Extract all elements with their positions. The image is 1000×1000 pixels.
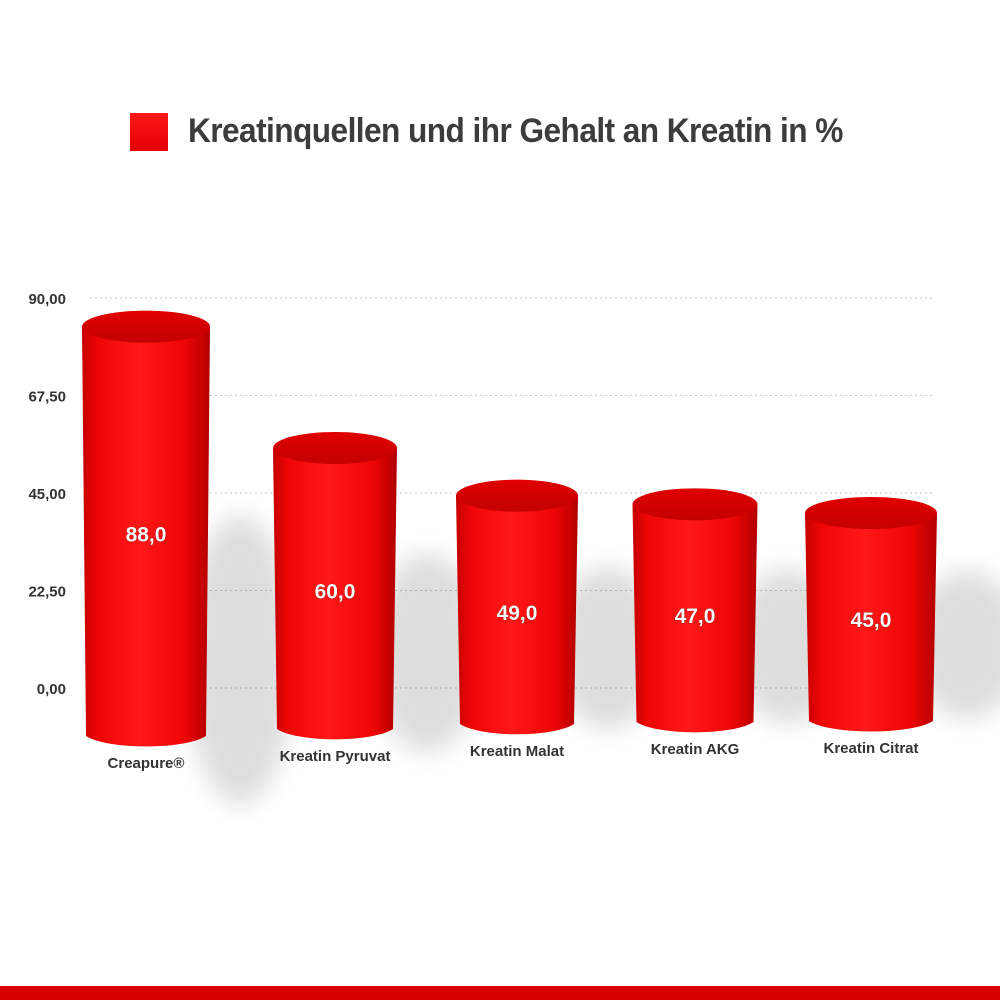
data-label: 49,0 bbox=[497, 602, 538, 625]
bar-body bbox=[632, 504, 758, 733]
legend-swatch bbox=[130, 112, 168, 151]
x-tick-label: Kreatin AKG bbox=[651, 741, 740, 758]
legend-label: Kreatinquellen und ihr Gehalt an Kreatin… bbox=[188, 112, 843, 150]
y-tick-label: 45,00 bbox=[28, 486, 66, 503]
bar bbox=[82, 310, 210, 747]
bar-top bbox=[273, 432, 397, 464]
bar-body bbox=[456, 495, 578, 735]
data-label: 88,0 bbox=[126, 523, 167, 546]
bar-body bbox=[805, 513, 937, 732]
x-tick-label: Kreatin Malat bbox=[470, 743, 564, 760]
data-label: 60,0 bbox=[315, 581, 356, 604]
y-tick-label: 90,00 bbox=[28, 291, 66, 308]
bottom-accent-bar bbox=[0, 986, 1000, 1000]
bar-body bbox=[273, 448, 397, 740]
bar-top bbox=[82, 310, 210, 343]
y-tick-label: 22,50 bbox=[28, 584, 66, 601]
x-tick-label: Kreatin Pyruvat bbox=[280, 748, 391, 765]
bar-top bbox=[456, 479, 578, 512]
bar-top bbox=[632, 488, 758, 521]
bar bbox=[632, 488, 758, 733]
y-tick-label: 67,50 bbox=[28, 389, 66, 406]
data-label: 45,0 bbox=[851, 609, 892, 632]
chart-legend: Kreatinquellen und ihr Gehalt an Kreatin… bbox=[130, 112, 892, 151]
x-tick-label: Kreatin Citrat bbox=[823, 740, 918, 757]
bar-top bbox=[805, 497, 937, 529]
bar bbox=[273, 432, 397, 740]
bar bbox=[456, 479, 578, 735]
bar-body bbox=[82, 326, 210, 747]
data-label: 47,0 bbox=[675, 605, 716, 628]
bar bbox=[805, 497, 937, 732]
bar-shadow bbox=[185, 515, 295, 805]
x-tick-label: Creapure® bbox=[108, 755, 185, 772]
bar-shadow bbox=[372, 553, 482, 753]
y-tick-label: 0,00 bbox=[37, 681, 66, 698]
